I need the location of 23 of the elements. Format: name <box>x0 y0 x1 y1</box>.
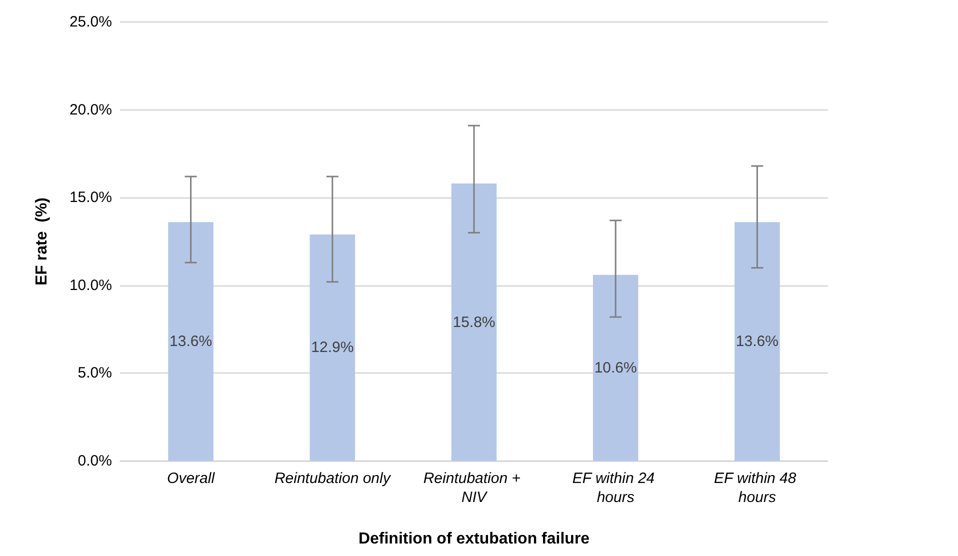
y-tick-label: 15.0% <box>69 189 112 206</box>
x-tick-label: EF within 48 hours <box>714 470 800 506</box>
bar <box>451 184 497 461</box>
y-tick-label: 5.0% <box>78 364 112 382</box>
y-tick-label: 0.0% <box>78 452 112 470</box>
data-label: 12.9% <box>311 339 354 356</box>
bar <box>310 234 356 461</box>
x-tick-label: Overall <box>167 470 216 487</box>
y-tick-label: 10.0% <box>69 276 112 294</box>
y-tick-label: 25.0% <box>69 14 112 30</box>
x-tick-label: Reintubation only <box>274 470 392 487</box>
y-axis-title: EF rate (%) <box>34 197 50 286</box>
data-label: 15.8% <box>452 314 496 331</box>
data-label: 10.6% <box>594 359 637 376</box>
bar <box>734 222 780 461</box>
data-label: 13.6% <box>736 333 778 350</box>
data-label: 13.6% <box>170 333 212 350</box>
x-tick-label: EF within 24 hours <box>572 470 659 506</box>
x-axis-title: Definition of extubation failure <box>358 530 590 548</box>
bar <box>168 222 214 461</box>
x-tick-label: Reintubation + NIV <box>423 470 525 506</box>
y-tick-label: 20.0% <box>69 101 112 118</box>
bar <box>592 274 638 461</box>
